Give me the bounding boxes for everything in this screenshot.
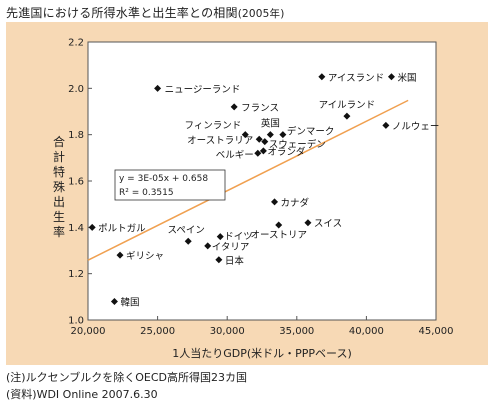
data-point-label: オーストラリア	[187, 135, 253, 146]
trendline-r2: R² = 0.3515	[119, 188, 174, 198]
y-tick-label: 1.8	[68, 130, 84, 141]
data-point-marker	[271, 198, 279, 206]
chart-title-main: 先進国における所得水準と出生率との相関	[6, 6, 238, 20]
data-point-marker	[382, 121, 390, 129]
data-point-marker	[259, 147, 267, 155]
data-point-marker	[215, 256, 223, 264]
x-tick-label: 25,000	[140, 326, 175, 337]
data-point-label: ニュージーランド	[165, 84, 241, 95]
data-point-marker	[279, 131, 287, 139]
y-tick-label: 2.2	[68, 38, 84, 49]
trendline-equation: y = 3E-05x + 0.658	[119, 174, 208, 184]
y-tick-label: 2.0	[68, 84, 84, 95]
data-point-label: スペイン	[168, 225, 205, 236]
data-point-marker	[387, 73, 395, 81]
y-axis: 1.0 1.2 1.4 1.6 1.8 2.0 2.2	[68, 38, 92, 327]
x-axis-label: 1人当たりGDP(米ドル・PPPベース)	[172, 346, 352, 360]
data-point-label: ドイツ	[224, 232, 253, 243]
data-point-marker	[304, 219, 312, 227]
chart-title: 先進国における所得水準と出生率との相関(2005年)	[6, 4, 285, 21]
data-point-marker	[261, 138, 269, 146]
data-point-marker	[266, 131, 274, 139]
data-point-label: ベルギー	[216, 150, 254, 161]
x-tick-label: 30,000	[210, 326, 245, 337]
data-point-marker	[343, 112, 351, 120]
data-point-marker	[230, 103, 238, 111]
data-point-label: イタリア	[212, 242, 250, 253]
y-tick-label: 1.2	[68, 269, 84, 280]
scatter-chart: 1.0 1.2 1.4 1.6 1.8 2.0 2.2 20,000 25,000 30,000…	[68, 38, 454, 361]
data-point-label: スイス	[314, 219, 342, 230]
x-tick-label: 45,000	[419, 326, 454, 337]
data-point-marker	[254, 149, 262, 157]
data-point-marker	[154, 84, 162, 92]
data-point-label: フランス	[241, 103, 279, 114]
data-point-label: カナダ	[281, 197, 310, 209]
data-point-marker	[318, 73, 326, 81]
data-point-marker	[204, 242, 212, 250]
data-point-label: オランダ	[267, 146, 306, 158]
data-point-marker	[116, 251, 124, 259]
data-point-label: デンマーク	[287, 126, 335, 138]
y-tick-label: 1.0	[68, 316, 84, 327]
data-point-marker	[88, 223, 96, 231]
x-tick-label: 20,000	[71, 326, 106, 337]
y-tick-label: 1.4	[68, 223, 84, 234]
x-tick-label: 35,000	[279, 326, 314, 337]
data-point-marker	[110, 297, 118, 305]
y-tick-label: 1.6	[68, 177, 84, 188]
data-point-marker	[275, 221, 283, 229]
data-point-label: オーストリア	[250, 230, 307, 241]
data-point-label: アイルランド	[319, 100, 376, 111]
data-point-label: アイスランド	[328, 73, 384, 84]
data-point-marker	[241, 131, 249, 139]
data-point-label: 米国	[397, 72, 416, 84]
equation-box: y = 3E-05x + 0.658 R² = 0.3515	[114, 169, 226, 201]
data-point-label: 英国	[261, 118, 280, 130]
equation-box-frame	[114, 169, 226, 201]
data-point-label: ポルトガル	[98, 223, 146, 234]
data-point-marker	[184, 237, 192, 245]
source-note: (資料)WDI Online 2007.6.30	[6, 388, 158, 401]
x-axis: 20,000 25,000 30,000 35,000 40,000 45,000	[71, 316, 454, 337]
data-point-label: 韓国	[120, 297, 139, 308]
trendline	[87, 99, 409, 261]
data-point-label: ノルウェー	[392, 121, 440, 132]
data-point-marker	[255, 135, 263, 143]
data-point-label: 日本	[225, 255, 245, 267]
data-point-label: スウェーデン	[269, 139, 326, 151]
data-point-label: ギリシャ	[126, 251, 164, 262]
footnote: (注)ルクセンブルクを除くOECD高所得国23カ国	[6, 371, 248, 384]
data-point-marker	[216, 233, 224, 241]
data-point-label: フィンランド	[184, 121, 241, 132]
chart-title-year: (2005年)	[237, 8, 285, 20]
y-axis-label: 合計特殊出生率	[52, 135, 65, 239]
x-tick-label: 40,000	[349, 326, 384, 337]
